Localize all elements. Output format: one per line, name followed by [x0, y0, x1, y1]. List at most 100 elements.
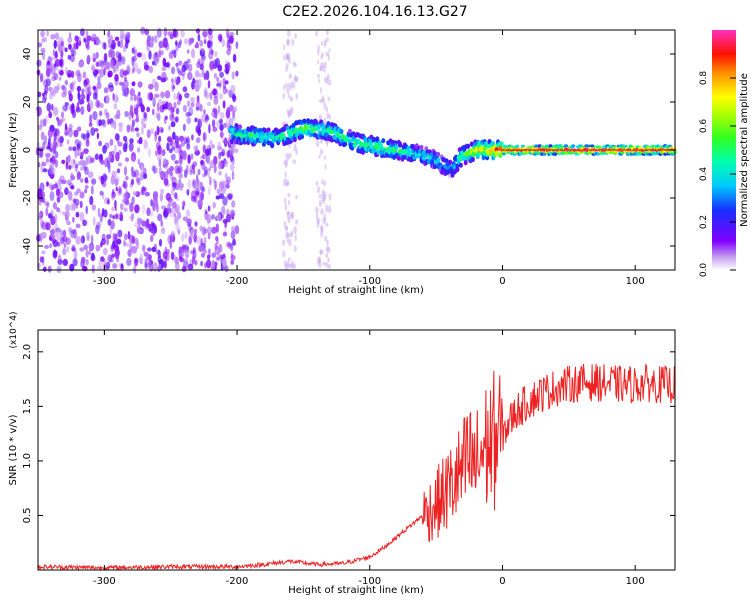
- spectrogram-noise-cell: [83, 148, 89, 154]
- spectrogram-noise-cell: [232, 95, 237, 102]
- spectrogram-noise-cell: [230, 84, 236, 94]
- spectrogram-noise-cell: [212, 202, 216, 209]
- spectrogram-x-tick-label: 100: [626, 276, 645, 287]
- spectrogram-noise-cell: [203, 249, 207, 254]
- spectrogram-noise-cell: [71, 80, 76, 85]
- spectrogram-noise-cell: [211, 119, 216, 128]
- spectrogram-streak-cell: [287, 92, 290, 99]
- spectrogram-streak-cell: [325, 29, 329, 36]
- spectrogram-noise-cell: [180, 141, 186, 147]
- spectrogram-noise-cell: [86, 54, 91, 64]
- spectrogram-noise-cell: [226, 213, 232, 223]
- spectrogram-signal-cell: [339, 128, 344, 135]
- spectrogram-noise-cell: [132, 191, 138, 196]
- spectrogram-noise-cell: [90, 127, 96, 136]
- spectrogram-noise-cell: [119, 68, 125, 78]
- spectrogram-noise-cell: [185, 250, 190, 259]
- spectrogram-noise-cell: [92, 85, 97, 91]
- spectrogram-noise-cell: [40, 47, 46, 54]
- snr-frame: [37, 329, 676, 571]
- spectrogram-noise-cell: [81, 88, 85, 95]
- spectrogram-noise-cell: [218, 193, 224, 200]
- spectrogram-noise-cell: [136, 68, 142, 75]
- spectrogram-noise-cell: [111, 194, 115, 200]
- spectrogram-noise-cell: [57, 133, 61, 142]
- spectrogram-streak-cell: [284, 83, 289, 88]
- spectrogram-noise-cell: [213, 96, 219, 105]
- spectrogram-noise-cell: [169, 240, 173, 250]
- spectrogram-noise-cell: [168, 200, 172, 206]
- spectrogram-noise-cell: [181, 73, 185, 81]
- spectrogram-noise-cell: [193, 228, 197, 235]
- spectrogram-noise-cell: [62, 104, 66, 111]
- spectrogram-noise-cell: [42, 197, 46, 203]
- spectrogram-noise-cell: [209, 60, 215, 70]
- spectrogram-noise-cell: [170, 153, 176, 161]
- spectrogram-noise-cell: [175, 204, 180, 214]
- spectrogram-noise-cell: [82, 71, 87, 79]
- spectrogram-noise-cell: [80, 237, 84, 245]
- spectrogram-noise-cell: [203, 72, 207, 81]
- spectrogram-noise-cell: [216, 188, 221, 195]
- spectrogram-noise-cell: [164, 90, 171, 99]
- spectrogram-noise-cell: [150, 128, 154, 135]
- spectrogram-noise-cell: [110, 121, 114, 128]
- spectrogram-noise-cell: [41, 250, 46, 255]
- spectrogram-noise-cell: [85, 129, 90, 140]
- spectrogram-noise-cell: [234, 148, 239, 154]
- spectrogram-noise-cell: [182, 123, 186, 132]
- spectrogram-streak-cell: [293, 226, 297, 234]
- spectrogram-noise-cell: [181, 244, 187, 251]
- spectrogram-noise-cell: [59, 175, 65, 182]
- spectrogram-streak-cell: [323, 117, 327, 125]
- spectrogram-noise-cell: [76, 188, 81, 194]
- spectrogram-noise-cell: [54, 58, 61, 67]
- spectrogram-noise-cell: [193, 79, 196, 85]
- spectrogram-noise-cell: [171, 78, 174, 83]
- spectrogram-noise-cell: [217, 160, 222, 170]
- spectrogram-noise-cell: [91, 264, 95, 274]
- spectrogram-noise-cell: [104, 108, 108, 116]
- spectrogram-streak-cell: [327, 205, 332, 214]
- spectrogram-noise-cell: [207, 80, 211, 89]
- spectrogram-noise-cell: [226, 176, 232, 184]
- spectrogram-noise-cell: [131, 81, 136, 87]
- spectrogram-x-label: Height of straight line (km): [288, 285, 424, 296]
- spectrogram-noise-cell: [128, 110, 132, 116]
- spectrogram-streak-cell: [286, 109, 290, 114]
- spectrogram-noise-cell: [157, 113, 161, 121]
- spectrogram-noise-cell: [178, 145, 182, 154]
- spectrogram-noise-cell: [195, 190, 200, 196]
- spectrogram-noise-cell: [137, 81, 143, 88]
- spectrogram-noise-cell: [124, 76, 127, 82]
- spectrogram-noise-cell: [84, 166, 89, 175]
- spectrogram-noise-cell: [211, 112, 215, 117]
- spectrogram-noise-cell: [58, 36, 64, 45]
- spectrogram-streak-cell: [292, 81, 296, 90]
- spectrogram-noise-cell: [148, 92, 154, 101]
- spectrogram-noise-cell: [92, 216, 96, 226]
- spectrogram-signal-cell: [300, 134, 305, 140]
- spectrogram-noise-cell: [185, 111, 191, 118]
- spectrogram-noise-cell: [219, 118, 223, 125]
- spectrogram-noise-cell: [173, 49, 177, 59]
- spectrogram-noise-cell: [221, 205, 226, 216]
- spectrogram-noise-cell: [207, 248, 211, 254]
- spectrogram-streak-cell: [288, 108, 293, 116]
- spectrogram-noise-cell: [157, 213, 163, 222]
- spectrogram-noise-cell: [156, 125, 160, 136]
- spectrogram-noise-cell: [101, 233, 106, 241]
- spectrogram-noise-cell: [91, 204, 97, 211]
- spectrogram-streak-cell: [324, 61, 327, 69]
- spectrogram-streak-cell: [322, 261, 327, 266]
- spectrogram-noise-cell: [89, 100, 94, 110]
- spectrogram-noise-cell: [190, 250, 196, 255]
- spectrogram-noise-cell: [98, 259, 103, 267]
- spectrogram-noise-cell: [107, 30, 111, 38]
- spectrogram-noise-cell: [99, 68, 105, 78]
- spectrogram-noise-cell: [140, 53, 147, 61]
- spectrogram-noise-cell: [62, 106, 68, 112]
- spectrogram-signal-cell: [486, 143, 491, 149]
- spectrogram-streak-cell: [290, 260, 294, 269]
- spectrogram-noise-cell: [46, 30, 49, 37]
